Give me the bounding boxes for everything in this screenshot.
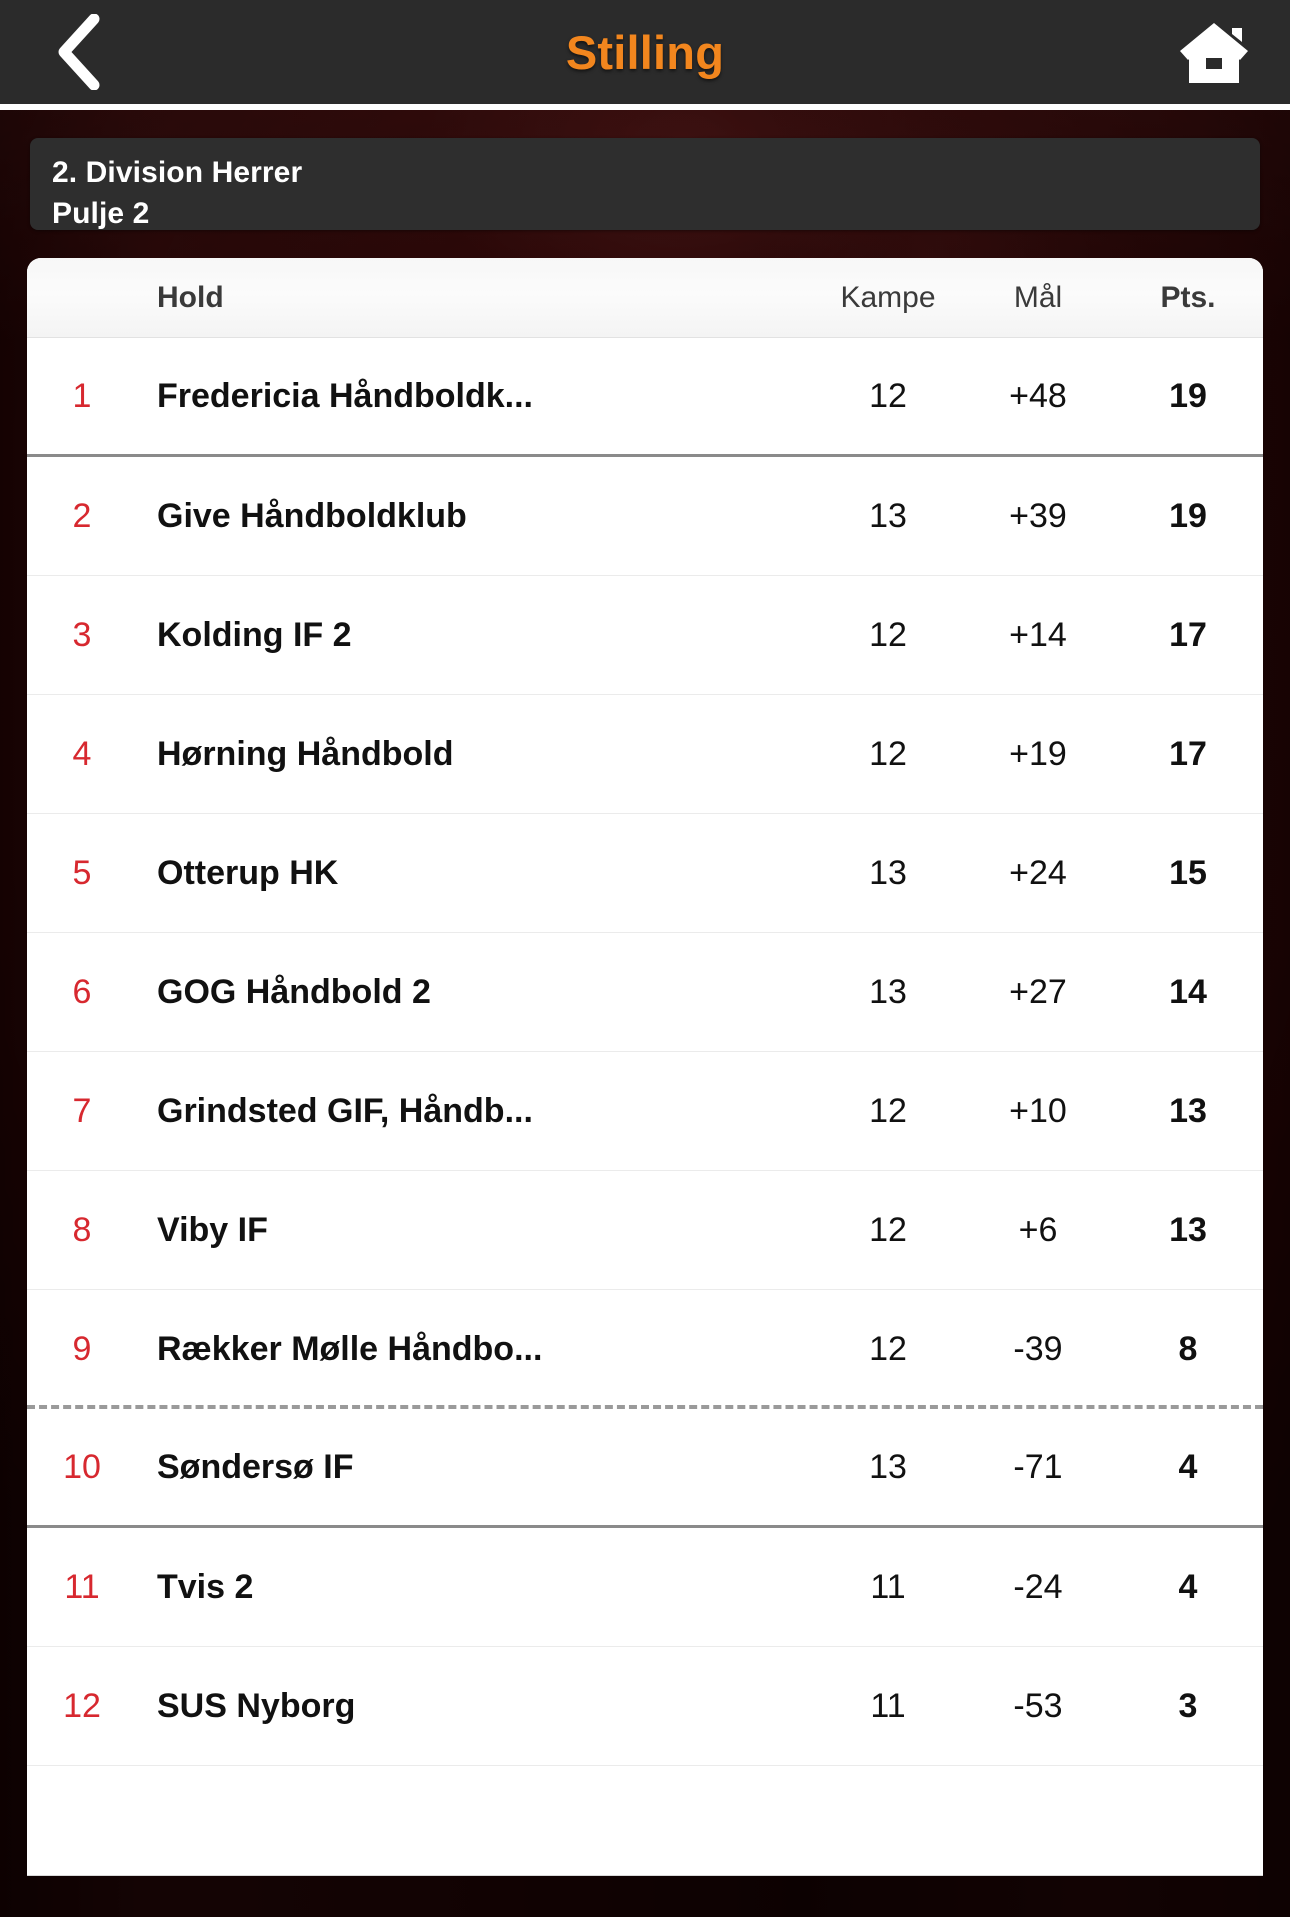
row-points: 15 [1169,853,1207,892]
row-team-name: Otterup HK [157,853,339,892]
row-goal-difference: +24 [1009,853,1067,892]
top-navigation-bar: Stilling [0,0,1290,104]
table-row-empty [27,1766,1263,1876]
row-team-name: Kolding IF 2 [157,615,352,654]
row-team-name: Give Håndboldklub [157,496,467,535]
home-button[interactable] [1166,14,1262,92]
row-matches: 12 [869,734,907,773]
row-goal-difference: +10 [1009,1091,1067,1130]
table-row[interactable]: 1 Fredericia Håndboldk... 12 +48 19 [27,338,1263,457]
back-button[interactable] [22,8,132,96]
row-team-name: Tvis 2 [157,1567,254,1606]
row-matches: 12 [869,1330,907,1368]
row-team-name: Rækker Mølle Håndbo... [157,1330,543,1368]
row-matches: 12 [869,376,907,415]
row-matches: 12 [869,1091,907,1130]
row-goal-difference: -24 [1013,1567,1063,1606]
row-goal-difference: -39 [1013,1330,1063,1368]
row-rank: 2 [72,496,92,535]
row-matches: 11 [870,1686,906,1725]
row-goal-difference: -53 [1013,1686,1063,1725]
row-rank: 7 [72,1091,92,1130]
header-points: Pts. [1160,280,1216,314]
home-icon [1180,23,1248,83]
row-points: 13 [1169,1210,1207,1249]
row-points: 19 [1169,376,1207,415]
row-team-name: Søndersø IF [157,1447,354,1486]
row-rank: 10 [63,1447,101,1486]
row-team-name: Viby IF [157,1210,268,1249]
row-rank: 1 [72,376,92,415]
row-matches: 12 [869,615,907,654]
row-rank: 11 [64,1567,100,1606]
row-points: 19 [1169,496,1207,535]
row-team-name: SUS Nyborg [157,1686,356,1725]
table-row[interactable]: 2 Give Håndboldklub 13 +39 19 [27,457,1263,576]
row-team-name: Fredericia Håndboldk... [157,376,533,415]
navbar-divider [0,104,1290,110]
row-points: 8 [1178,1330,1198,1368]
table-header-row: Hold Kampe Mål Pts. [27,258,1263,338]
row-team-name: GOG Håndbold 2 [157,972,431,1011]
row-goal-difference: -71 [1013,1447,1063,1486]
row-goal-difference: +6 [1018,1210,1058,1249]
league-name: 2. Division Herrer [52,156,303,189]
table-body: 1 Fredericia Håndboldk... 12 +48 19 2 Give Hån… [27,338,1263,1766]
row-goal-difference: +48 [1009,376,1067,415]
league-group: Pulje 2 [52,197,150,231]
row-rank: 9 [72,1330,92,1368]
row-matches: 11 [870,1567,906,1606]
header-goals: Mål [1013,280,1063,314]
row-rank: 12 [63,1686,101,1725]
row-points: 4 [1178,1567,1198,1606]
table-row[interactable]: 12 SUS Nyborg 11 -53 3 [27,1647,1263,1766]
table-row[interactable]: 10 Søndersø IF 13 -71 4 [27,1409,1263,1528]
row-points: 14 [1169,972,1207,1011]
league-header-card: 2. Division Herrer Pulje 2 [30,138,1260,230]
row-matches: 13 [869,972,907,1011]
table-row[interactable]: 3 Kolding IF 2 12 +14 17 [27,576,1263,695]
row-matches: 12 [869,1210,907,1249]
row-matches: 13 [869,1447,907,1486]
row-rank: 8 [72,1210,92,1249]
header-team: Hold [157,280,224,314]
table-row[interactable]: 11 Tvis 2 11 -24 4 [27,1528,1263,1647]
row-points: 4 [1178,1447,1198,1486]
row-points: 3 [1178,1686,1198,1725]
header-matches: Kampe [840,280,936,314]
table-row[interactable]: 5 Otterup HK 13 +24 15 [27,814,1263,933]
table-row[interactable]: 9 Rækker Mølle Håndbo... 12 -39 8 [27,1290,1263,1409]
table-row[interactable]: 6 GOG Håndbold 2 13 +27 14 [27,933,1263,1052]
table-row[interactable]: 7 Grindsted GIF, Håndb... 12 +10 13 [27,1052,1263,1171]
row-goal-difference: +27 [1009,972,1067,1011]
row-points: 17 [1169,615,1207,654]
row-rank: 3 [72,615,92,654]
row-rank: 6 [72,972,92,1011]
row-points: 13 [1169,1091,1207,1130]
standings-table: Hold Kampe Mål Pts. 1 Fredericia Håndbold… [27,258,1263,1876]
row-rank: 5 [72,853,92,892]
table-row[interactable]: 8 Viby IF 12 +6 13 [27,1171,1263,1290]
row-team-name: Grindsted GIF, Håndb... [157,1091,533,1130]
row-goal-difference: +39 [1009,496,1067,535]
row-points: 17 [1169,734,1207,773]
row-rank: 4 [72,734,92,773]
row-goal-difference: +14 [1009,615,1067,654]
row-team-name: Hørning Håndbold [157,734,454,773]
row-matches: 13 [869,496,907,535]
table-row[interactable]: 4 Hørning Håndbold 12 +19 17 [27,695,1263,814]
page-title: Stilling [565,25,725,79]
row-matches: 13 [869,853,907,892]
chevron-left-icon [58,14,100,90]
row-goal-difference: +19 [1009,734,1067,773]
